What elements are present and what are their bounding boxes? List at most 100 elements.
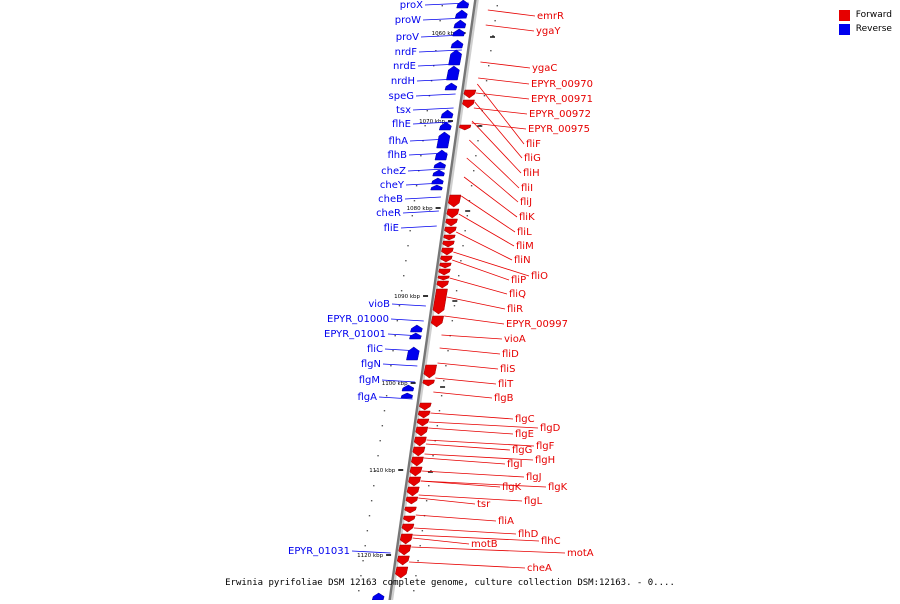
forward-label-leader [453, 251, 530, 277]
reverse-gene-label: vioB [368, 299, 390, 310]
minor-tick-left [426, 110, 428, 112]
forward-gene-arrow [418, 402, 432, 411]
forward-gene-label: flgK [502, 482, 522, 493]
minor-tick-right [458, 275, 460, 277]
minor-tick-right [432, 455, 434, 457]
scale-tick-label: 1060 kbp [432, 31, 458, 37]
legend-label-reverse: Reverse [855, 24, 892, 34]
minor-tick-left [375, 470, 377, 472]
forward-gene-label: fliK [519, 212, 535, 223]
forward-label-leader [487, 9, 536, 17]
minor-tick-right [440, 395, 443, 397]
forward-label-leader [476, 83, 525, 145]
minor-tick-left [358, 590, 360, 592]
forward-gene-label: fliO [531, 271, 548, 282]
forward-gene-arrow [417, 410, 431, 419]
minor-tick-left [435, 50, 437, 52]
forward-gene-arrow [458, 124, 472, 131]
forward-gene-label: cheA [527, 563, 552, 574]
reverse-gene-label: flhA [389, 136, 409, 147]
reverse-gene-arrow [400, 392, 414, 399]
minor-tick-left [364, 545, 366, 547]
forward-gene-arrow [430, 315, 445, 328]
reverse-label-leader [420, 34, 465, 38]
reverse-gene-label: EPYR_01001 [324, 329, 386, 340]
minor-tick-right [475, 155, 477, 157]
forward-gene-label: tsr [477, 499, 491, 510]
forward-label-leader [412, 537, 470, 545]
reverse-gene-label: EPYR_01031 [288, 546, 350, 557]
reverse-swatch [838, 23, 850, 35]
forward-gene-arrow [447, 194, 462, 208]
forward-label-leader [420, 480, 501, 488]
forward-gene-arrow [437, 275, 450, 281]
forward-gene-arrow [403, 515, 416, 523]
forward-gene-arrow [436, 280, 450, 289]
reverse-gene-arrow [433, 161, 446, 169]
minor-tick-right [470, 185, 473, 187]
minor-tick-left [409, 230, 411, 232]
minor-tick-right [485, 80, 488, 82]
reverse-label-leader [409, 138, 450, 142]
minor-tick-left [430, 80, 433, 82]
forward-gene-label: fliR [507, 304, 523, 315]
reverse-label-leader [387, 333, 422, 337]
forward-label-leader [463, 176, 518, 218]
reverse-gene-label: fliE [384, 223, 399, 234]
forward-gene-label: EPYR_00971 [531, 94, 593, 105]
minor-tick-right [447, 350, 449, 352]
forward-label-leader [420, 480, 547, 488]
forward-gene-arrow [412, 446, 426, 457]
minor-tick-right [417, 560, 419, 562]
reverse-gene-label: proX [400, 0, 423, 11]
forward-label-leader [478, 77, 530, 85]
forward-label-leader [413, 527, 517, 535]
reverse-label-leader [391, 303, 426, 307]
minor-tick-left [381, 425, 384, 427]
forward-gene-label: EPYR_00997 [506, 319, 568, 330]
reverse-gene-label: nrdF [395, 47, 418, 58]
reverse-gene-label: cheY [380, 180, 405, 191]
forward-label-leader [418, 494, 523, 502]
forward-label-leader [433, 391, 493, 399]
minor-tick-left [411, 215, 414, 217]
forward-label-leader [471, 122, 527, 130]
reverse-label-leader [418, 49, 462, 53]
forward-label-leader [426, 439, 535, 447]
forward-gene-arrow [409, 466, 423, 477]
minor-tick-left [396, 320, 399, 322]
forward-label-leader [456, 231, 513, 261]
minor-tick-left [392, 350, 394, 352]
forward-gene-label: EPYR_00970 [531, 79, 593, 90]
forward-label-leader [418, 497, 476, 505]
forward-gene-arrow [423, 364, 438, 379]
forward-gene-arrow [462, 99, 475, 109]
forward-label-leader [449, 277, 508, 295]
forward-gene-arrow [396, 555, 410, 566]
minor-tick-right [413, 590, 415, 592]
minor-tick-left [420, 155, 422, 157]
forward-label-leader [437, 362, 499, 370]
minor-tick-right [477, 140, 479, 142]
minor-tick-right [496, 5, 498, 7]
minor-tick-left [360, 575, 362, 577]
reverse-label-leader [378, 396, 413, 400]
forward-label-leader [422, 470, 525, 478]
forward-gene-label: fliQ [509, 289, 526, 300]
minor-tick-left [366, 530, 369, 532]
minor-tick-right [494, 20, 496, 22]
forward-gene-label: flgJ [526, 472, 542, 483]
reverse-label-leader [416, 78, 458, 82]
forward-gene-arrow [442, 240, 455, 248]
minor-tick-left [370, 500, 373, 502]
reverse-label-leader [390, 318, 424, 322]
forward-label-leader [461, 195, 516, 233]
forward-gene-arrow [440, 255, 453, 263]
legend-item-reverse: Reverse [838, 22, 892, 36]
reverse-gene-label: flhE [392, 119, 411, 130]
reverse-gene-arrow [371, 592, 385, 601]
forward-gene-arrow [401, 523, 415, 533]
minor-tick-right [421, 530, 424, 532]
forward-gene-label: fliM [516, 241, 534, 252]
forward-gene-label: EPYR_00975 [528, 124, 590, 135]
